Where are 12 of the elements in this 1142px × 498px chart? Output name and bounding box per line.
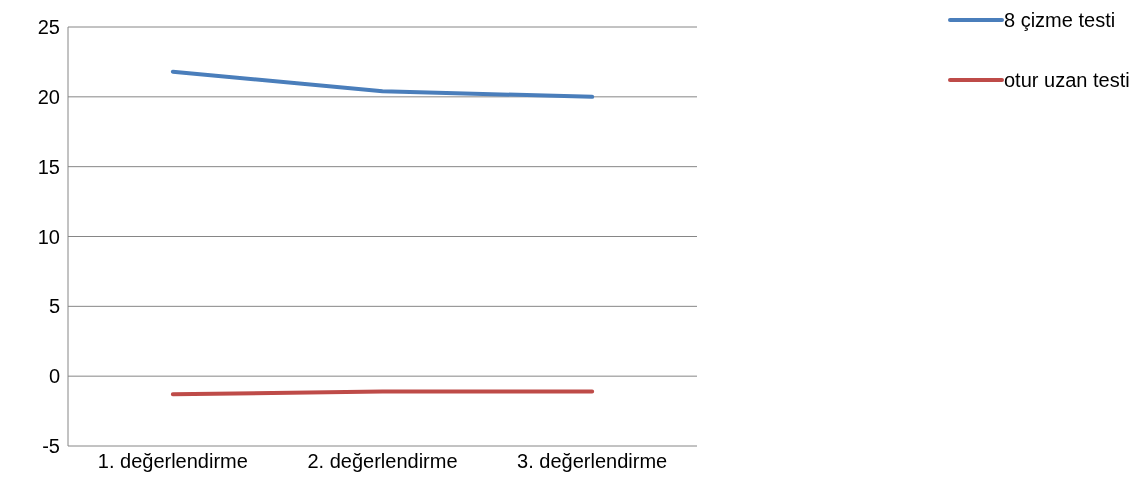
y-tick-label: 20 bbox=[37, 85, 60, 108]
y-tick-label: -5 bbox=[42, 435, 60, 458]
y-tick-label: 0 bbox=[48, 365, 60, 388]
y-tick-label: 15 bbox=[37, 155, 60, 178]
y-tick-label: 25 bbox=[37, 16, 60, 39]
y-tick-label: 5 bbox=[48, 295, 60, 318]
x-tick-label: 3. değerlendirme bbox=[517, 450, 668, 473]
y-tick-label: 10 bbox=[37, 225, 60, 248]
x-tick-label: 2. değerlendirme bbox=[307, 450, 458, 473]
x-tick-label: 1. değerlendirme bbox=[97, 450, 248, 473]
legend-label: otur uzan testi bbox=[1004, 68, 1130, 92]
legend-label: 8 çizme testi bbox=[1004, 8, 1116, 32]
